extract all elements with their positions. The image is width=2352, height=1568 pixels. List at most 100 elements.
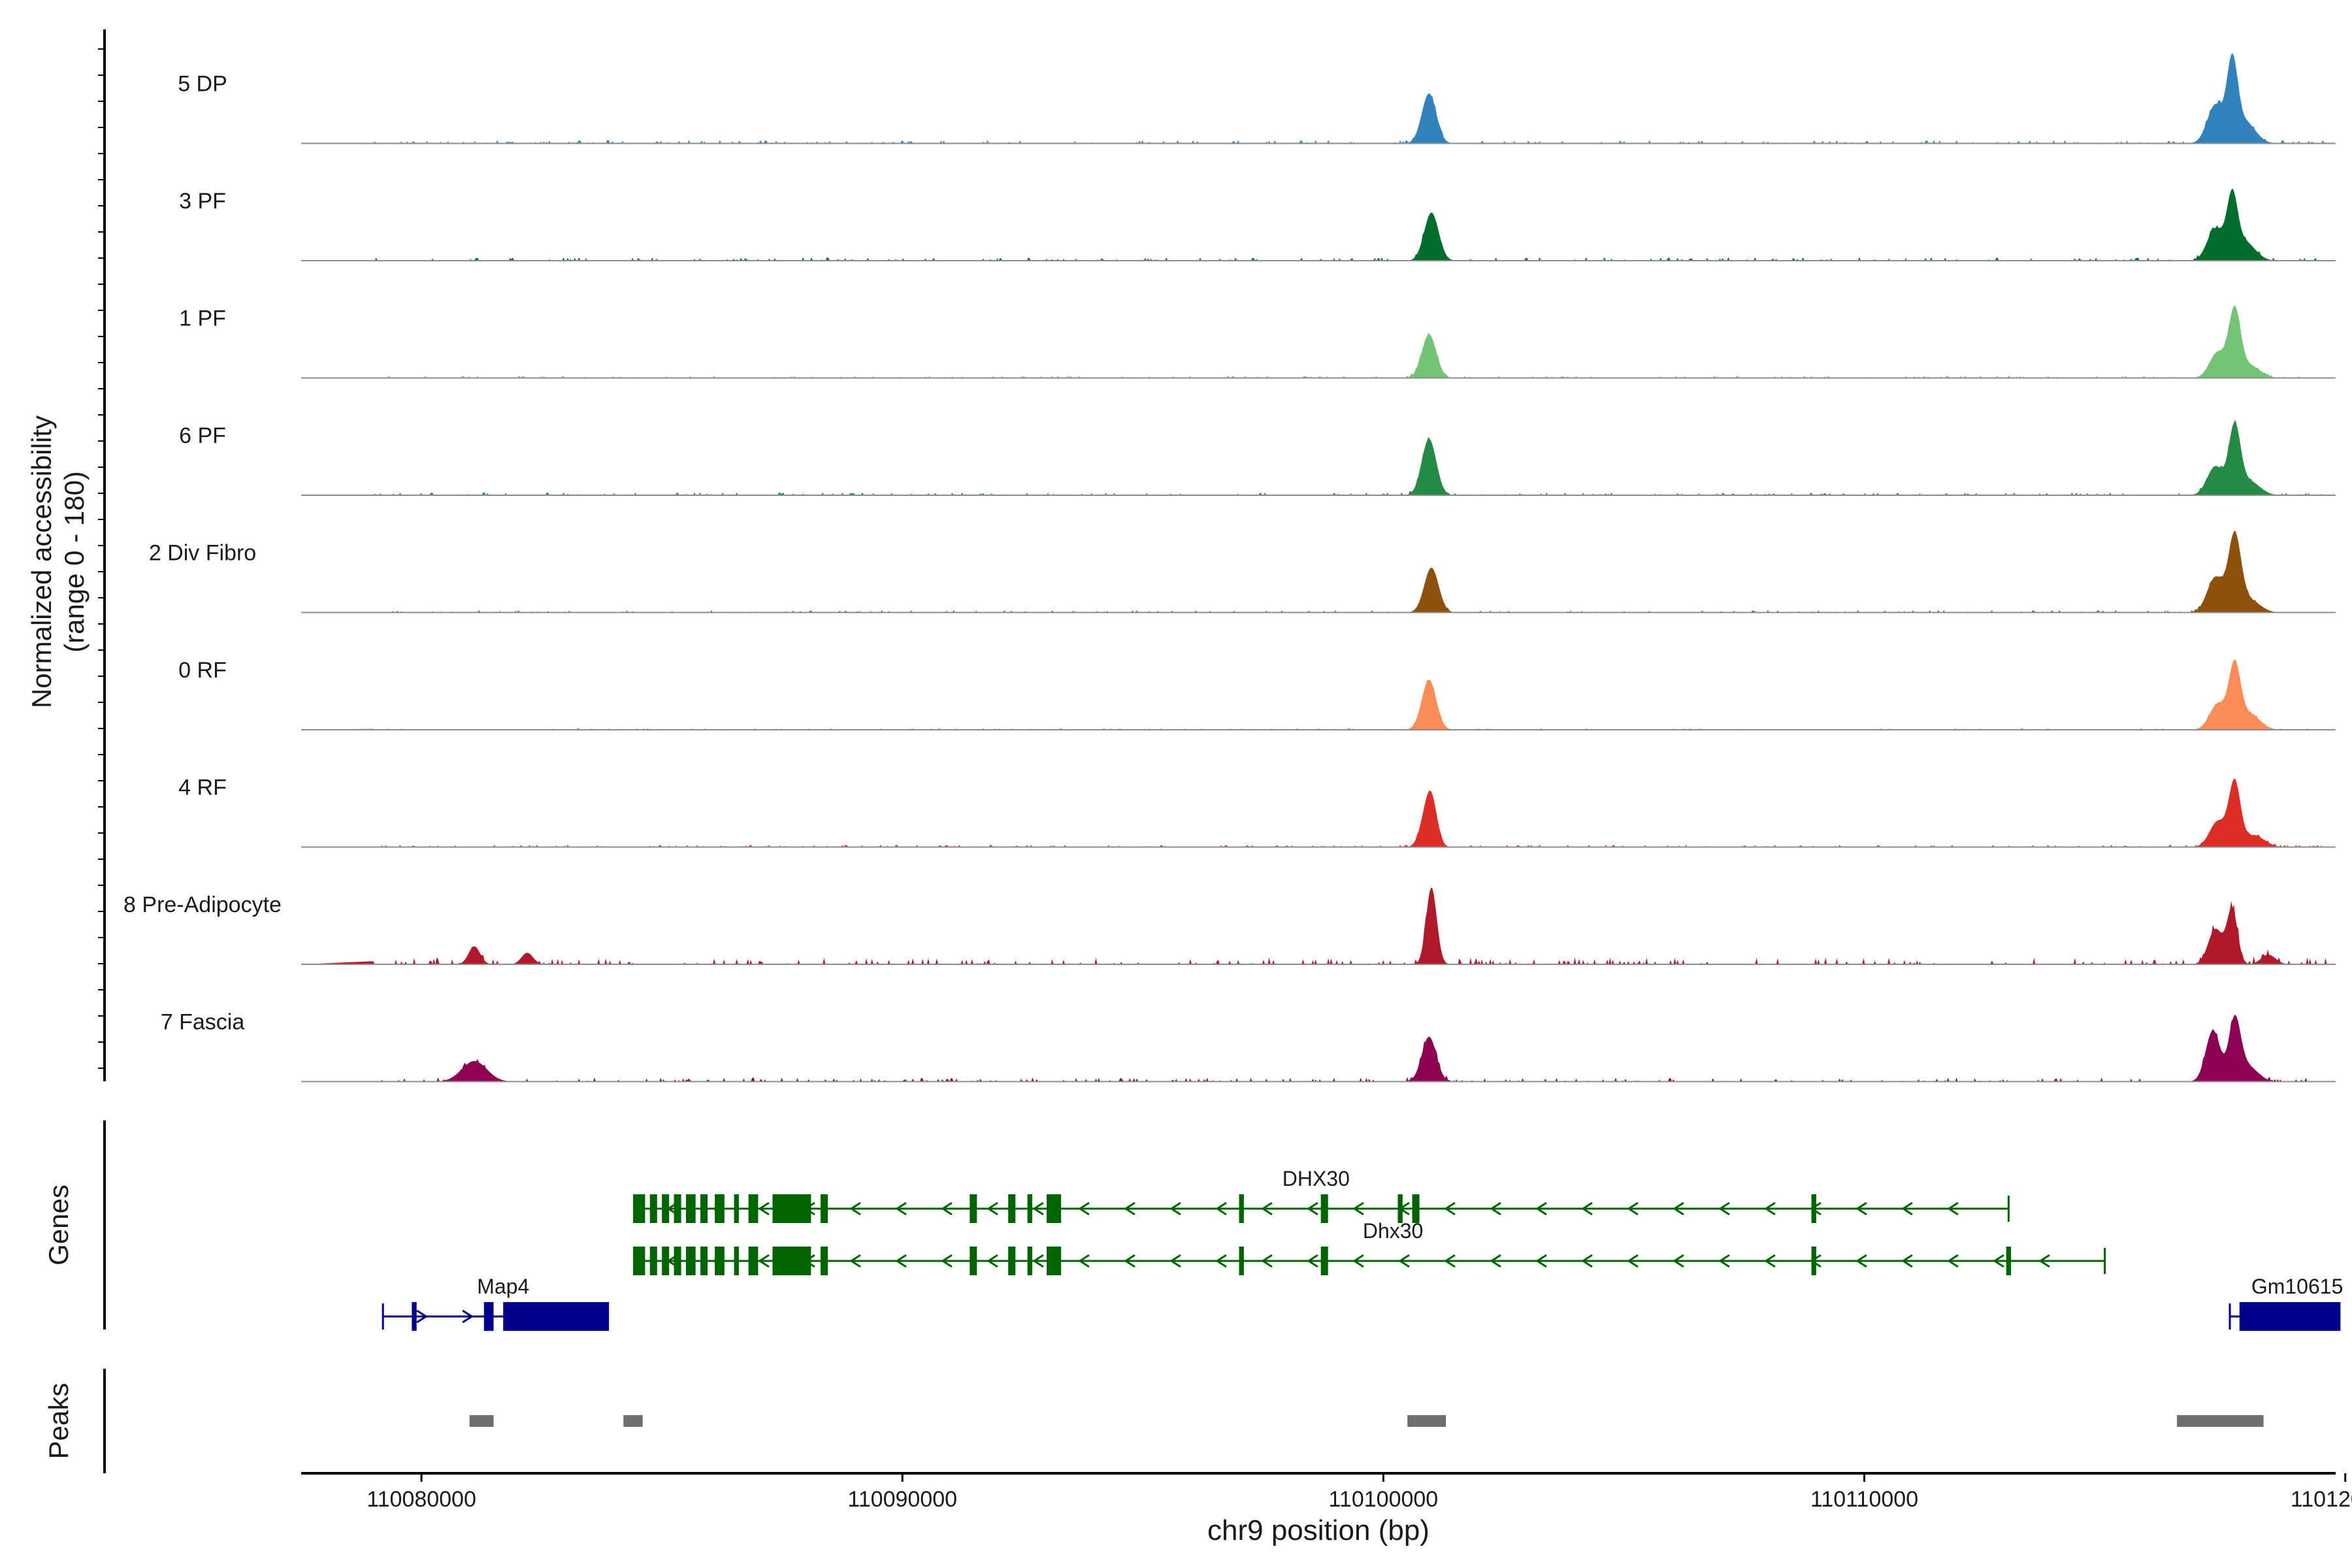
strand-chevron bbox=[1490, 1201, 1501, 1216]
gene-exon bbox=[483, 1302, 494, 1331]
x-axis: 110080000 110090000 110100000 110110000 1101… bbox=[301, 1472, 2352, 1546]
gene-model: DHX30 bbox=[632, 1167, 2010, 1223]
gene-exon bbox=[674, 1194, 681, 1223]
gene-exon bbox=[1397, 1194, 1403, 1223]
coverage-tracks: 5 DP 3 PF 1 PF 6 PF 2 Div Fibro 0 RF 4 RF 8 Pre… bbox=[123, 53, 2345, 1083]
strand-chevron bbox=[1444, 1254, 1456, 1268]
strand-chevron bbox=[462, 1309, 474, 1324]
strand-chevron bbox=[895, 1254, 907, 1268]
gene-exon bbox=[772, 1194, 811, 1223]
gene-name: Gm10615 bbox=[2251, 1275, 2344, 1298]
gene-exon bbox=[1811, 1247, 1816, 1275]
strand-chevron bbox=[1398, 1254, 1410, 1268]
track-label: 1 PF bbox=[179, 306, 226, 331]
gene-exon bbox=[1811, 1194, 1816, 1223]
strand-chevron bbox=[1169, 1201, 1181, 1216]
gene-exon bbox=[1320, 1247, 1328, 1275]
coverage-area bbox=[301, 306, 2345, 378]
strand-chevron bbox=[1535, 1254, 1547, 1268]
peak-regions bbox=[469, 1415, 2264, 1427]
coverage-area bbox=[301, 419, 2345, 495]
strand-chevron bbox=[758, 1254, 770, 1268]
strand-chevron bbox=[1352, 1254, 1364, 1268]
strand-chevron bbox=[1627, 1201, 1639, 1216]
gene-exon bbox=[1047, 1247, 1062, 1275]
gene-exon bbox=[715, 1194, 725, 1223]
coverage-track: 5 DP bbox=[178, 53, 2345, 144]
peak-region bbox=[469, 1415, 494, 1427]
strand-chevron bbox=[1855, 1254, 1867, 1268]
strand-chevron bbox=[1673, 1201, 1684, 1216]
gene-exon bbox=[748, 1194, 759, 1223]
gene-exon bbox=[685, 1194, 696, 1223]
strand-chevron bbox=[1764, 1254, 1776, 1268]
gene-exon bbox=[821, 1194, 828, 1223]
gene-exon bbox=[632, 1194, 645, 1223]
gene-exon bbox=[1239, 1247, 1244, 1275]
gene-exon bbox=[632, 1247, 645, 1275]
strand-chevron bbox=[1352, 1201, 1364, 1216]
strand-chevron bbox=[1581, 1201, 1593, 1216]
strand-chevron bbox=[987, 1254, 998, 1268]
gene-exon bbox=[662, 1194, 670, 1223]
gene-exon bbox=[1008, 1194, 1016, 1223]
strand-chevron bbox=[1901, 1254, 1913, 1268]
gene-exon bbox=[674, 1247, 681, 1275]
track-label: 3 PF bbox=[179, 189, 226, 214]
gene-exon bbox=[1027, 1247, 1032, 1275]
gene-exon bbox=[821, 1247, 828, 1275]
strand-chevron bbox=[941, 1201, 953, 1216]
strand-chevron bbox=[416, 1309, 428, 1324]
coverage-track: 3 PF bbox=[179, 188, 2345, 261]
strand-chevron bbox=[1718, 1201, 1730, 1216]
coverage-area bbox=[301, 659, 2345, 730]
gene-exon bbox=[662, 1247, 670, 1275]
y-axis-title: Normalized accessibility (range 0 - 180) bbox=[26, 416, 90, 708]
gene-exon bbox=[734, 1247, 739, 1275]
gene-exon bbox=[700, 1194, 708, 1223]
strand-chevron bbox=[1535, 1201, 1547, 1216]
strand-chevron bbox=[2038, 1254, 2050, 1268]
gene-exon bbox=[1239, 1194, 1244, 1223]
peaks-axis-label: Peaks bbox=[43, 1383, 74, 1460]
genes-axis-label: Genes bbox=[43, 1184, 74, 1266]
gene-models: DHX30 Dhx30 Map4 Gm10615 bbox=[382, 1167, 2344, 1331]
gene-model: Gm10615 bbox=[2229, 1275, 2344, 1331]
strand-chevron bbox=[1947, 1201, 1959, 1216]
strand-chevron bbox=[1032, 1201, 1044, 1216]
strand-chevron bbox=[758, 1201, 770, 1216]
strand-chevron bbox=[849, 1201, 861, 1216]
peak-region bbox=[1407, 1415, 1446, 1427]
gene-exon bbox=[715, 1247, 725, 1275]
coverage-track: 1 PF bbox=[179, 306, 2345, 379]
y-axis-title-line1: Normalized accessibility bbox=[26, 416, 57, 708]
gene-exon bbox=[748, 1247, 759, 1275]
gene-exon bbox=[2239, 1302, 2341, 1331]
strand-chevron bbox=[987, 1201, 998, 1216]
coverage-area bbox=[301, 531, 2345, 613]
y-axis-ticks bbox=[98, 29, 106, 1081]
gene-exon bbox=[412, 1302, 417, 1331]
x-tick-label: 110120000 bbox=[2291, 1487, 2352, 1512]
x-tick-label: 110100000 bbox=[1329, 1487, 1439, 1512]
coverage-area bbox=[301, 188, 2345, 261]
strand-chevron bbox=[1855, 1201, 1867, 1216]
strand-chevron bbox=[1947, 1254, 1959, 1268]
gene-model: Map4 bbox=[382, 1275, 610, 1331]
strand-chevron bbox=[1032, 1254, 1044, 1268]
gene-exon bbox=[1047, 1194, 1062, 1223]
coverage-track: 4 RF bbox=[178, 776, 2345, 848]
strand-chevron bbox=[1718, 1254, 1730, 1268]
track-label: 5 DP bbox=[178, 72, 227, 97]
coverage-area bbox=[301, 53, 2345, 144]
gene-exon bbox=[2006, 1247, 2012, 1275]
y-axis-title-line2: (range 0 - 180) bbox=[59, 471, 90, 653]
strand-chevron bbox=[895, 1201, 907, 1216]
track-label: 2 Div Fibro bbox=[149, 541, 256, 566]
gene-name: Map4 bbox=[477, 1275, 529, 1298]
coverage-track: 0 RF bbox=[178, 658, 2345, 730]
track-label: 6 PF bbox=[179, 423, 226, 448]
gene-exon bbox=[1320, 1194, 1328, 1223]
strand-chevron bbox=[941, 1254, 953, 1268]
peak-region bbox=[623, 1415, 643, 1427]
